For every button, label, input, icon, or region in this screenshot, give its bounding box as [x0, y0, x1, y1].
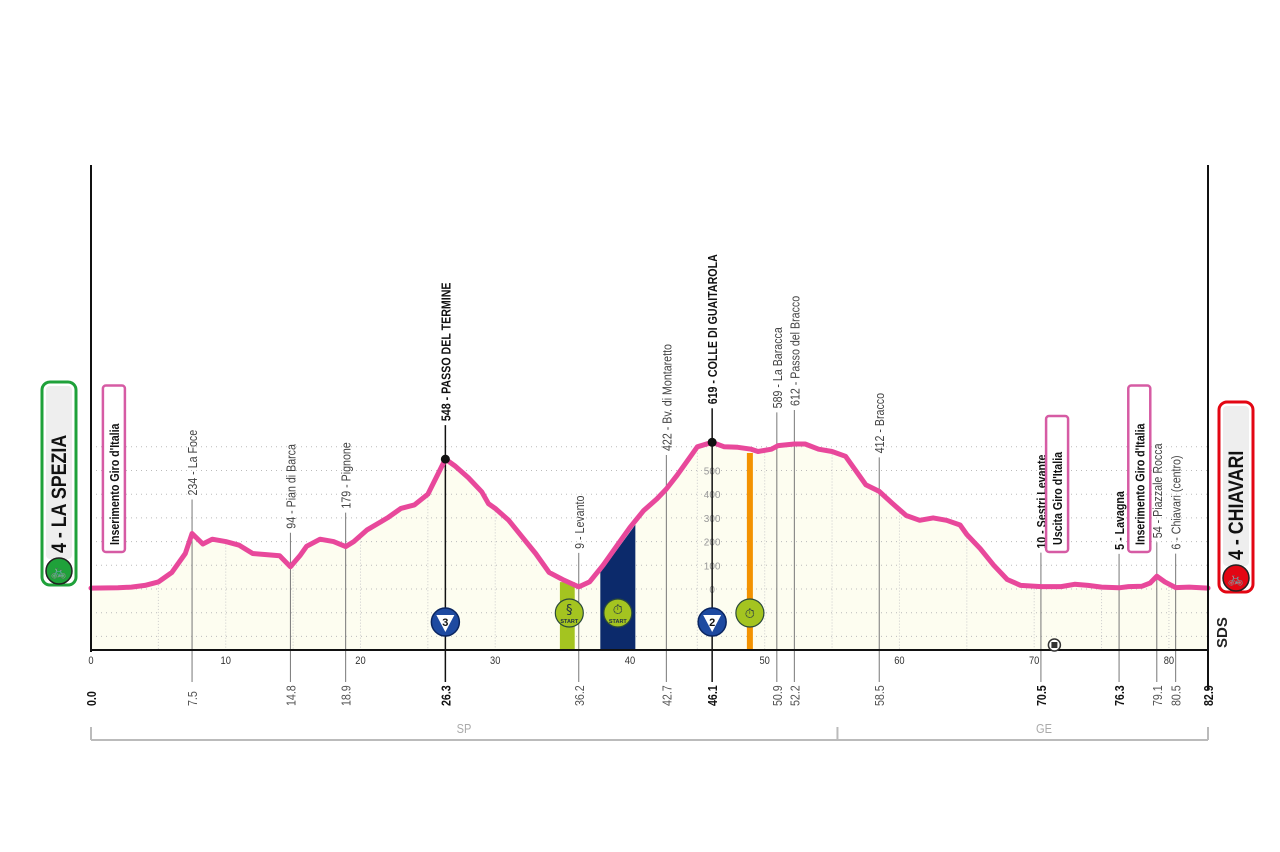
- x-tick-label: 20: [355, 655, 366, 667]
- gpm-category: 2: [709, 617, 715, 629]
- km-label: 52.2: [787, 685, 802, 706]
- gpm-badge-3: 3: [430, 607, 461, 637]
- km-label: 36.2: [572, 685, 587, 706]
- x-tick-label: 0: [88, 655, 93, 667]
- badge-inner: [46, 386, 72, 559]
- km-label: 76.3: [1112, 685, 1127, 706]
- sprint-start-icon: §START: [554, 598, 584, 628]
- location-label: 54 - Piazzale Rocca: [1150, 443, 1165, 538]
- tunnel-opening: [1051, 642, 1058, 648]
- stopwatch-finish-icon: ⏱: [735, 598, 765, 628]
- km-label: 42.7: [659, 685, 674, 706]
- km-label: 26.3: [438, 685, 453, 706]
- mountain-triangle-icon: [436, 615, 455, 632]
- province-label: SP: [457, 721, 472, 736]
- province-label: GE: [1036, 721, 1052, 736]
- location-label: 94 - Pian di Barca: [283, 444, 298, 529]
- x-tick-label: 70: [1029, 655, 1040, 667]
- profile-line: [88, 439, 1211, 591]
- km-label: 70.5: [1034, 685, 1049, 706]
- location-label: 548 - PASSO DEL TERMINE: [438, 282, 453, 421]
- badge-label: 4 - CHIAVARI: [1225, 451, 1249, 560]
- location-label: 179 - Pignone: [339, 442, 354, 509]
- km-label: 14.8: [283, 685, 298, 706]
- x-tick-label: 60: [894, 655, 905, 667]
- timed-finish-line: [746, 452, 753, 650]
- icon-label: START: [560, 619, 579, 625]
- km-label: 7.5: [185, 691, 200, 706]
- icon-glyph: §: [566, 603, 573, 618]
- x-tick-label: 80: [1164, 655, 1175, 667]
- cyclist-glyph: 🚲: [1228, 572, 1244, 587]
- gpm-category: 3: [442, 617, 448, 629]
- badge-label: 4 - LA SPEZIA: [48, 435, 72, 553]
- icon-glyph: ⏱: [613, 603, 623, 618]
- cyclist-glyph: 🚲: [51, 565, 67, 580]
- tunnel-icon: [1047, 638, 1062, 652]
- x-tick-label: 10: [221, 655, 232, 667]
- location-label: 619 - COLLE DI GUAITAROLA: [705, 254, 720, 404]
- summit-dot: [440, 454, 450, 464]
- km-label-start: 0.0: [84, 691, 99, 706]
- gpm-badge-2: 2: [697, 607, 727, 637]
- stopwatch-start-icon: ⏱START: [603, 598, 633, 628]
- finish-badge: 4 - CHIAVARI 🚲: [1217, 400, 1255, 594]
- x-tick-label: 40: [625, 655, 636, 667]
- route-note-box: [1127, 384, 1152, 554]
- km-label: 80.5: [1169, 685, 1184, 706]
- icon-circle: [554, 598, 584, 628]
- cyclist-finish-icon: [1222, 564, 1250, 592]
- km-label: 50.9: [770, 685, 785, 706]
- location-label: 5 - Lavagna: [1112, 491, 1127, 550]
- route-note-box: [101, 384, 127, 554]
- km-label: 18.9: [339, 685, 354, 706]
- location-label: 422 - Bv. di Montaretto: [659, 344, 674, 451]
- location-label: 6 - Chiavari (centro): [1169, 455, 1184, 549]
- location-label: 412 - Bracco: [872, 393, 887, 454]
- icon-glyph: ⏱: [745, 607, 755, 622]
- location-label: 234 - La Foce: [185, 429, 200, 495]
- route-note-label: Inserimento Giro d'Italia: [1132, 423, 1147, 545]
- km-label: 46.1: [705, 685, 720, 706]
- icon-circle: [603, 598, 633, 628]
- icon-label: START: [609, 619, 628, 625]
- km-label: 58.5: [872, 685, 887, 706]
- badge-inner: [1223, 406, 1249, 566]
- km-label: 79.1: [1150, 685, 1165, 706]
- icon-circle: [735, 598, 765, 628]
- summit-dot: [707, 437, 717, 447]
- route-note-label: Uscita Giro d'Italia: [1050, 452, 1065, 545]
- x-tick-label: 50: [760, 655, 771, 667]
- sds-logo: SDS: [1214, 617, 1231, 648]
- start-badge: 4 - LA SPEZIA 🚲: [40, 380, 78, 587]
- route-note-box: [1044, 414, 1070, 554]
- profile-area: [91, 442, 1208, 650]
- route-note-label: Inserimento Giro d'Italia: [107, 423, 122, 545]
- cyclist-start-icon: [45, 557, 73, 585]
- location-label: 589 - La Baracca: [770, 327, 785, 408]
- x-tick-label: 30: [490, 655, 501, 667]
- location-label: 9 - Levanto: [572, 495, 587, 549]
- mountain-triangle-icon: [703, 615, 722, 632]
- location-label: 612 - Passo del Bracco: [787, 296, 802, 406]
- km-label-finish: 82.9: [1201, 685, 1216, 706]
- grid: [91, 446, 1208, 650]
